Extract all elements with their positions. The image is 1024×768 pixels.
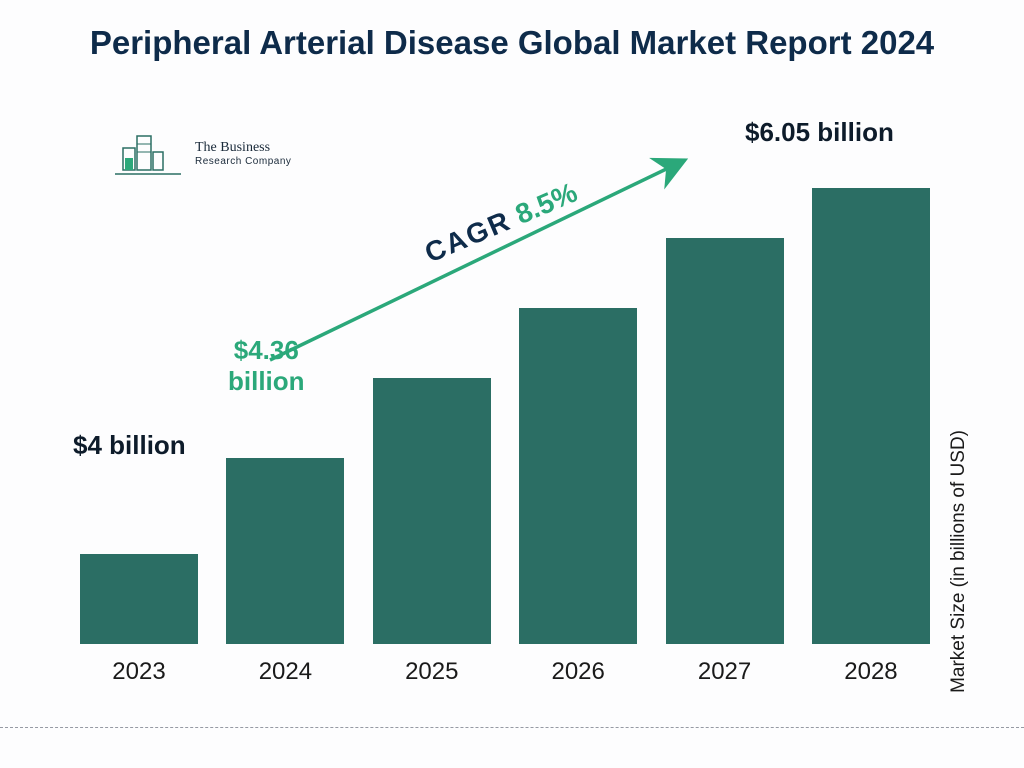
- x-tick-label: 2027: [666, 658, 784, 686]
- bar-2027: [666, 238, 784, 644]
- x-tick-label: 2026: [519, 658, 637, 686]
- value-label-2028: $6.05 billion: [745, 117, 894, 148]
- divider: [0, 727, 1024, 728]
- chart-title: Peripheral Arterial Disease Global Marke…: [0, 0, 1024, 65]
- bar-2026: [519, 308, 637, 644]
- value-label-2023: $4 billion: [73, 430, 186, 461]
- value-label-2024: $4.36 billion: [228, 335, 305, 397]
- x-tick-label: 2025: [373, 658, 491, 686]
- bar-2024: [226, 458, 344, 644]
- bar-2023: [80, 554, 198, 644]
- bar-2025: [373, 378, 491, 644]
- x-tick-label: 2024: [226, 658, 344, 686]
- x-tick-label: 2028: [812, 658, 930, 686]
- y-axis-label: Market Size (in billions of USD): [948, 430, 970, 693]
- x-tick-label: 2023: [80, 658, 198, 686]
- bar-2028: [812, 188, 930, 644]
